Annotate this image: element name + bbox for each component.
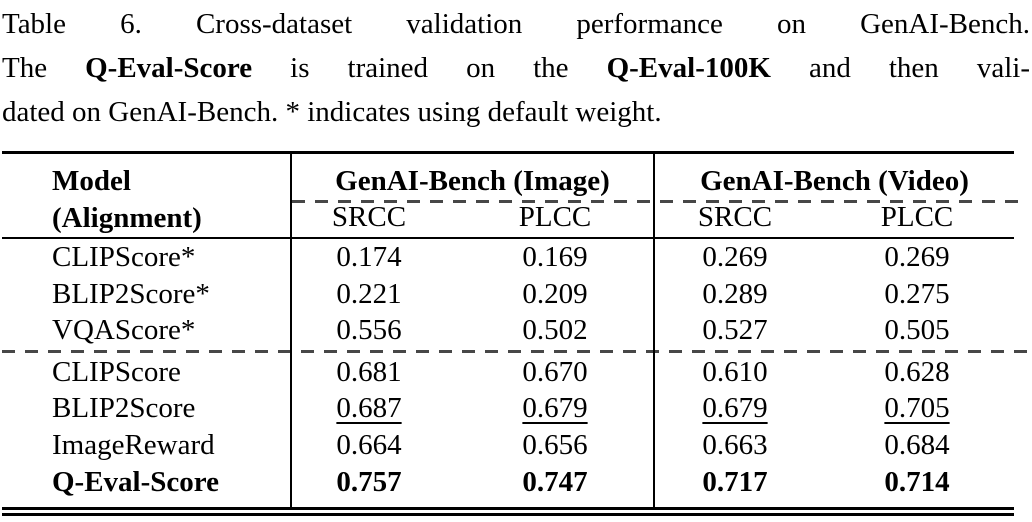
row-value: 0.502 [522, 314, 588, 346]
row-value: 0.527 [702, 314, 768, 346]
table-bottom-rule-outer [2, 507, 1014, 510]
table-top-rule [2, 151, 1014, 154]
caption-bold-q-eval-score: Q-Eval-Score [85, 52, 253, 84]
row-value-underlined: 0.679 [465, 390, 645, 426]
row-model-name: VQAScore* [52, 314, 196, 346]
header-alignment: (Alignment) [52, 202, 202, 234]
header-bottom-rule [2, 237, 1014, 239]
row-model-name: CLIPScore* [52, 241, 196, 273]
header-group-genai-bench-video: GenAI-Bench (Video) [700, 165, 969, 197]
row-value: 0.505 [884, 314, 950, 346]
row-value: 0.556 [336, 314, 402, 346]
caption-line-3: dated on GenAI-Bench. * indicates using … [2, 96, 662, 128]
underlined-value: 0.687 [336, 392, 402, 424]
row-value: 0.757 [336, 466, 402, 498]
row-value: 0.747 [522, 466, 588, 498]
header-srcc-video: SRCC [697, 201, 773, 233]
caption-line-2: The Q-Eval-Score is trained on the Q-Eva… [2, 46, 1030, 90]
row-value: 0.174 [336, 241, 402, 273]
row-value: 0.275 [884, 278, 950, 310]
row-value-underlined: 0.687 [279, 390, 459, 426]
column-separator-2 [653, 154, 655, 507]
row-value: 0.681 [336, 356, 402, 388]
row-value: 0.169 [522, 241, 588, 273]
underlined-value: 0.705 [884, 392, 950, 424]
table-bottom-rule-inner [2, 513, 1014, 516]
caption-text: and then vali- [770, 52, 1030, 84]
row-value: 0.664 [336, 429, 402, 461]
row-value: 0.269 [884, 241, 950, 273]
header-srcc-image: SRCC [331, 201, 407, 233]
caption-text: The [2, 52, 86, 84]
underlined-value: 0.679 [702, 392, 768, 424]
caption-text: is trained on the [252, 52, 607, 84]
row-model-name: BLIP2Score* [52, 278, 210, 310]
row-model-name: ImageReward [52, 429, 215, 461]
row-model-name: Q-Eval-Score [52, 466, 219, 498]
header-plcc-image: PLCC [518, 201, 592, 233]
row-value: 0.663 [702, 429, 768, 461]
row-value: 0.289 [702, 278, 768, 310]
header-model: Model [52, 165, 131, 197]
row-value: 0.670 [522, 356, 588, 388]
row-value: 0.717 [702, 466, 768, 498]
header-group-genai-bench-image: GenAI-Bench (Image) [335, 165, 610, 197]
row-value: 0.628 [884, 356, 950, 388]
header-plcc-video: PLCC [880, 201, 954, 233]
row-model-name: CLIPScore [52, 356, 181, 388]
underlined-value: 0.679 [522, 392, 588, 424]
row-model-name: BLIP2Score [52, 392, 196, 424]
row-value: 0.684 [884, 429, 950, 461]
row-value-underlined: 0.679 [645, 390, 825, 426]
row-value: 0.269 [702, 241, 768, 273]
row-value: 0.714 [884, 466, 950, 498]
caption-bold-q-eval-100k: Q-Eval-100K [606, 52, 771, 84]
column-separator-1 [290, 154, 292, 507]
header-group-dashed-rule [292, 200, 1028, 203]
mid-table-dashed-rule [2, 350, 1028, 353]
row-value: 0.209 [522, 278, 588, 310]
table-caption: Table 6. Cross-dataset validation perfor… [2, 2, 1030, 134]
row-value: 0.221 [336, 278, 402, 310]
caption-line-1: Table 6. Cross-dataset validation perfor… [2, 8, 1030, 40]
row-value: 0.656 [522, 429, 588, 461]
row-value: 0.610 [702, 356, 768, 388]
row-value-underlined: 0.705 [827, 390, 1007, 426]
